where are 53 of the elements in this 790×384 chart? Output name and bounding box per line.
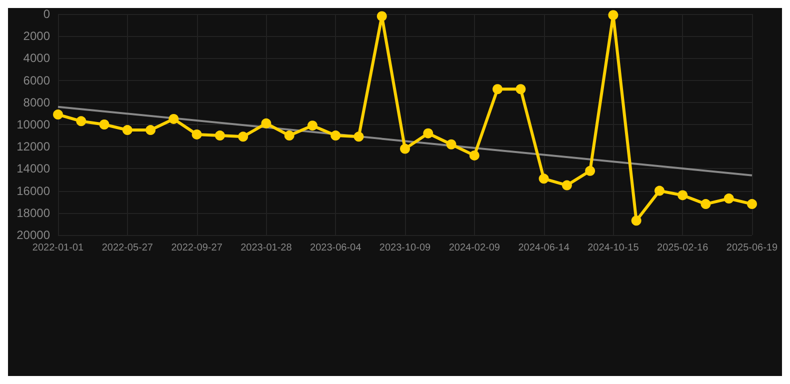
point (146, 125, 156, 136)
x-tick-label: 2025-02-16 (657, 242, 709, 254)
x-tick-label: 2025-06-19 (726, 242, 778, 254)
y-tick-label: 4000 (23, 51, 50, 66)
point (330, 130, 341, 141)
point (307, 120, 318, 131)
y-tick-label: 6000 (23, 73, 50, 88)
point (99, 120, 110, 130)
x-tick-label: 2024-10-15 (588, 242, 640, 254)
point (562, 180, 572, 190)
point (492, 84, 503, 94)
y-tick-label: 2000 (23, 29, 50, 44)
point (192, 129, 202, 140)
point (376, 11, 387, 22)
x-tick-label: 2023-10-09 (379, 242, 432, 254)
point (76, 116, 86, 126)
y-tick-label: 16000 (16, 184, 50, 198)
y-tick-label: 20000 (16, 228, 50, 242)
point (516, 84, 526, 94)
point (261, 118, 272, 128)
y-tick-label: 0 (43, 7, 50, 21)
x-tick-label: 2023-01-28 (240, 242, 292, 254)
point (747, 199, 757, 210)
point (168, 114, 179, 124)
y-tick-label: 8000 (23, 95, 50, 110)
point (53, 110, 63, 120)
point (678, 190, 688, 200)
point (214, 130, 225, 141)
y-tick-label: 18000 (16, 206, 50, 220)
y-tick-label: 10000 (16, 118, 50, 132)
point (400, 144, 410, 154)
point (631, 216, 642, 226)
x-tick-label: 2024-06-14 (518, 242, 570, 254)
point (423, 128, 434, 138)
point (585, 166, 596, 176)
y-tick-label: 14000 (16, 162, 50, 176)
x-tick-label: 2024-02-09 (448, 242, 500, 254)
point (469, 150, 480, 160)
point (446, 139, 456, 150)
point (354, 132, 364, 142)
point (724, 194, 734, 204)
point (238, 132, 248, 142)
x-tick-label: 2022-05-27 (102, 242, 154, 254)
point (122, 125, 132, 136)
point (538, 174, 549, 184)
point (608, 10, 618, 20)
y-tick-label: 12000 (16, 140, 50, 154)
x-tick-label: 2022-09-27 (171, 242, 223, 254)
point (654, 186, 664, 196)
point (284, 130, 294, 141)
x-tick-label: 2023-06-04 (310, 242, 362, 254)
x-tick-label: 2022-01-01 (32, 242, 84, 254)
point (700, 199, 711, 210)
